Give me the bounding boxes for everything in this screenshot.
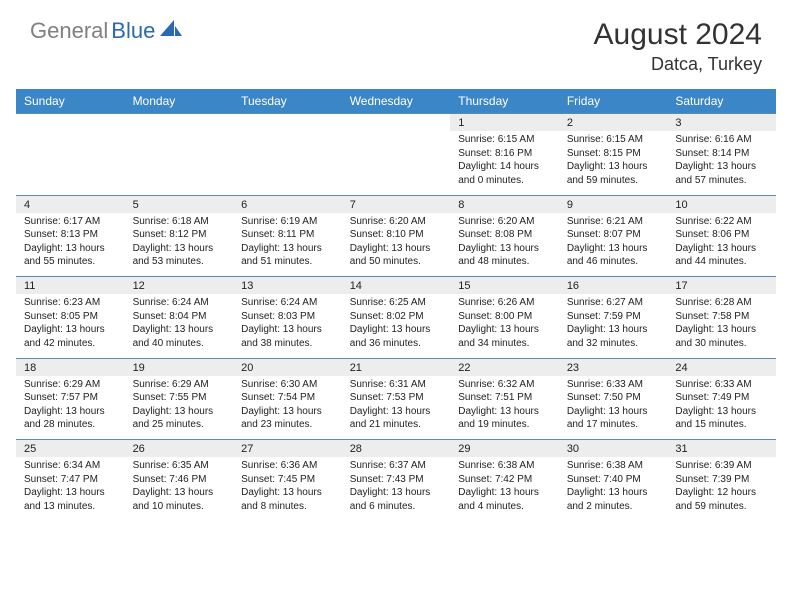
daynum-row: 45678910 xyxy=(16,195,776,213)
day-detail-cell: Sunrise: 6:15 AMSunset: 8:16 PMDaylight:… xyxy=(450,131,559,195)
day-detail-cell: Sunrise: 6:37 AMSunset: 7:43 PMDaylight:… xyxy=(342,457,451,521)
day-detail-cell: Sunrise: 6:20 AMSunset: 8:10 PMDaylight:… xyxy=(342,213,451,277)
day-detail-cell: Sunrise: 6:30 AMSunset: 7:54 PMDaylight:… xyxy=(233,376,342,440)
day-detail-cell: Sunrise: 6:23 AMSunset: 8:05 PMDaylight:… xyxy=(16,294,125,358)
day-detail-cell: Sunrise: 6:17 AMSunset: 8:13 PMDaylight:… xyxy=(16,213,125,277)
day-detail-cell: Sunrise: 6:27 AMSunset: 7:59 PMDaylight:… xyxy=(559,294,668,358)
day-detail-cell: Sunrise: 6:31 AMSunset: 7:53 PMDaylight:… xyxy=(342,376,451,440)
day-detail-cell: Sunrise: 6:29 AMSunset: 7:57 PMDaylight:… xyxy=(16,376,125,440)
daynum-row: 25262728293031 xyxy=(16,440,776,458)
daynum-row: 18192021222324 xyxy=(16,358,776,376)
detail-row: Sunrise: 6:34 AMSunset: 7:47 PMDaylight:… xyxy=(16,457,776,521)
day-detail-cell: Sunrise: 6:33 AMSunset: 7:50 PMDaylight:… xyxy=(559,376,668,440)
day-number-cell xyxy=(16,114,125,132)
header: GeneralBlue August 2024 Datca, Turkey xyxy=(0,0,792,83)
day-detail-cell: Sunrise: 6:18 AMSunset: 8:12 PMDaylight:… xyxy=(125,213,234,277)
day-number-cell: 28 xyxy=(342,440,451,458)
day-number-cell: 29 xyxy=(450,440,559,458)
logo-text-general: General xyxy=(30,18,108,44)
logo-text-blue: Blue xyxy=(111,18,155,44)
day-detail-cell: Sunrise: 6:32 AMSunset: 7:51 PMDaylight:… xyxy=(450,376,559,440)
day-number-cell: 31 xyxy=(667,440,776,458)
day-detail-cell: Sunrise: 6:29 AMSunset: 7:55 PMDaylight:… xyxy=(125,376,234,440)
day-detail-cell: Sunrise: 6:15 AMSunset: 8:15 PMDaylight:… xyxy=(559,131,668,195)
day-detail-cell: Sunrise: 6:26 AMSunset: 8:00 PMDaylight:… xyxy=(450,294,559,358)
day-number-cell: 18 xyxy=(16,358,125,376)
day-detail-cell: Sunrise: 6:33 AMSunset: 7:49 PMDaylight:… xyxy=(667,376,776,440)
location: Datca, Turkey xyxy=(594,54,762,75)
day-number-cell: 24 xyxy=(667,358,776,376)
detail-row: Sunrise: 6:23 AMSunset: 8:05 PMDaylight:… xyxy=(16,294,776,358)
day-number-cell: 8 xyxy=(450,195,559,213)
weekday-header: Sunday xyxy=(16,89,125,114)
day-detail-cell xyxy=(125,131,234,195)
day-detail-cell: Sunrise: 6:38 AMSunset: 7:40 PMDaylight:… xyxy=(559,457,668,521)
weekday-header: Friday xyxy=(559,89,668,114)
day-detail-cell: Sunrise: 6:39 AMSunset: 7:39 PMDaylight:… xyxy=(667,457,776,521)
month-title: August 2024 xyxy=(594,18,762,52)
day-detail-cell: Sunrise: 6:35 AMSunset: 7:46 PMDaylight:… xyxy=(125,457,234,521)
day-number-cell: 7 xyxy=(342,195,451,213)
day-number-cell: 5 xyxy=(125,195,234,213)
day-detail-cell: Sunrise: 6:36 AMSunset: 7:45 PMDaylight:… xyxy=(233,457,342,521)
weekday-header: Saturday xyxy=(667,89,776,114)
weekday-header: Wednesday xyxy=(342,89,451,114)
day-detail-cell: Sunrise: 6:28 AMSunset: 7:58 PMDaylight:… xyxy=(667,294,776,358)
weekday-header: Tuesday xyxy=(233,89,342,114)
day-detail-cell: Sunrise: 6:19 AMSunset: 8:11 PMDaylight:… xyxy=(233,213,342,277)
day-number-cell: 4 xyxy=(16,195,125,213)
day-number-cell: 12 xyxy=(125,277,234,295)
logo: GeneralBlue xyxy=(30,18,182,44)
weekday-header-row: SundayMondayTuesdayWednesdayThursdayFrid… xyxy=(16,89,776,114)
day-number-cell: 22 xyxy=(450,358,559,376)
day-number-cell: 2 xyxy=(559,114,668,132)
day-number-cell: 16 xyxy=(559,277,668,295)
day-number-cell: 27 xyxy=(233,440,342,458)
detail-row: Sunrise: 6:15 AMSunset: 8:16 PMDaylight:… xyxy=(16,131,776,195)
day-detail-cell: Sunrise: 6:24 AMSunset: 8:04 PMDaylight:… xyxy=(125,294,234,358)
day-number-cell xyxy=(125,114,234,132)
day-number-cell: 6 xyxy=(233,195,342,213)
day-detail-cell xyxy=(342,131,451,195)
day-detail-cell: Sunrise: 6:16 AMSunset: 8:14 PMDaylight:… xyxy=(667,131,776,195)
day-number-cell: 26 xyxy=(125,440,234,458)
day-number-cell: 30 xyxy=(559,440,668,458)
day-number-cell: 1 xyxy=(450,114,559,132)
weekday-header: Thursday xyxy=(450,89,559,114)
day-number-cell: 19 xyxy=(125,358,234,376)
day-detail-cell: Sunrise: 6:24 AMSunset: 8:03 PMDaylight:… xyxy=(233,294,342,358)
title-block: August 2024 Datca, Turkey xyxy=(594,18,762,75)
day-number-cell: 14 xyxy=(342,277,451,295)
detail-row: Sunrise: 6:17 AMSunset: 8:13 PMDaylight:… xyxy=(16,213,776,277)
day-detail-cell: Sunrise: 6:25 AMSunset: 8:02 PMDaylight:… xyxy=(342,294,451,358)
day-detail-cell: Sunrise: 6:20 AMSunset: 8:08 PMDaylight:… xyxy=(450,213,559,277)
day-number-cell: 20 xyxy=(233,358,342,376)
day-number-cell: 13 xyxy=(233,277,342,295)
logo-sail-icon xyxy=(160,20,182,43)
day-number-cell: 9 xyxy=(559,195,668,213)
day-number-cell: 15 xyxy=(450,277,559,295)
day-detail-cell: Sunrise: 6:21 AMSunset: 8:07 PMDaylight:… xyxy=(559,213,668,277)
daynum-row: 11121314151617 xyxy=(16,277,776,295)
day-detail-cell: Sunrise: 6:34 AMSunset: 7:47 PMDaylight:… xyxy=(16,457,125,521)
calendar-table: SundayMondayTuesdayWednesdayThursdayFrid… xyxy=(16,89,776,521)
daynum-row: 123 xyxy=(16,114,776,132)
day-number-cell: 17 xyxy=(667,277,776,295)
day-number-cell: 10 xyxy=(667,195,776,213)
day-detail-cell: Sunrise: 6:38 AMSunset: 7:42 PMDaylight:… xyxy=(450,457,559,521)
day-number-cell: 3 xyxy=(667,114,776,132)
day-number-cell xyxy=(342,114,451,132)
day-detail-cell: Sunrise: 6:22 AMSunset: 8:06 PMDaylight:… xyxy=(667,213,776,277)
day-number-cell xyxy=(233,114,342,132)
day-number-cell: 11 xyxy=(16,277,125,295)
day-number-cell: 23 xyxy=(559,358,668,376)
day-detail-cell xyxy=(233,131,342,195)
weekday-header: Monday xyxy=(125,89,234,114)
day-detail-cell xyxy=(16,131,125,195)
day-number-cell: 25 xyxy=(16,440,125,458)
detail-row: Sunrise: 6:29 AMSunset: 7:57 PMDaylight:… xyxy=(16,376,776,440)
day-number-cell: 21 xyxy=(342,358,451,376)
